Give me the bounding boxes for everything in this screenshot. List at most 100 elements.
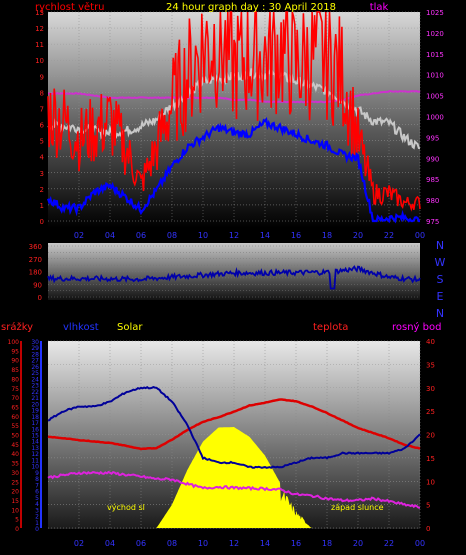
dew-point-line bbox=[47, 470, 421, 509]
precip-tick-label: 30 bbox=[11, 470, 19, 477]
left-tick-label: 10 bbox=[35, 57, 44, 65]
precip-tick-label: 5 bbox=[15, 517, 19, 524]
temperature-tick-label: 0 bbox=[426, 525, 430, 533]
humidity-tick-label: 16 bbox=[31, 426, 39, 433]
precip-label: srážky bbox=[1, 321, 33, 333]
x-tick-label: 12 bbox=[229, 539, 239, 548]
precip-tick-label: 20 bbox=[11, 489, 19, 496]
right-tick-label: 980 bbox=[426, 197, 439, 205]
direction-tick-label: 270 bbox=[29, 256, 42, 264]
x-tick-label: 00 bbox=[415, 539, 425, 548]
left-tick-label: 2 bbox=[40, 186, 44, 194]
humidity-tick-label: 29 bbox=[31, 345, 39, 352]
humidity-tick-label: 27 bbox=[31, 358, 39, 365]
precip-tick-label: 100 bbox=[8, 339, 20, 346]
temperature-tick-label: 30 bbox=[426, 385, 435, 393]
x-tick-label: 16 bbox=[291, 231, 301, 240]
right-tick-label: 995 bbox=[426, 134, 439, 142]
x-tick-label: 16 bbox=[291, 539, 301, 548]
humidity-tick-label: 20 bbox=[31, 401, 39, 408]
left-tick-label: 9 bbox=[40, 73, 44, 81]
humidity-tick-label: 23 bbox=[31, 383, 39, 390]
direction-tick-label: 180 bbox=[29, 269, 42, 277]
precip-tick-label: 90 bbox=[11, 358, 19, 365]
humidity-tick-label: 13 bbox=[31, 445, 39, 452]
x-tick-label: 06 bbox=[136, 539, 146, 548]
temperature-tick-label: 15 bbox=[426, 455, 435, 463]
right-tick-label: 1015 bbox=[426, 51, 444, 59]
precip-tick-label: 80 bbox=[11, 376, 19, 383]
precip-tick-label: 35 bbox=[11, 461, 19, 468]
precip-tick-label: 10 bbox=[11, 507, 19, 514]
precip-tick-label: 55 bbox=[11, 423, 19, 430]
x-tick-label: 20 bbox=[353, 539, 363, 548]
humidity-tick-label: 19 bbox=[31, 408, 39, 415]
x-tick-label: 04 bbox=[105, 539, 115, 548]
direction-tick-label: 360 bbox=[29, 243, 42, 251]
direction-label-s: S bbox=[437, 273, 444, 286]
right-tick-label: 1000 bbox=[426, 114, 444, 122]
wind-direction-line bbox=[47, 265, 421, 290]
axes-ticks: 0123456789101112139759809859909951000100… bbox=[8, 9, 444, 548]
temperature-tick-label: 10 bbox=[426, 478, 435, 486]
bottom-panel-series bbox=[47, 386, 421, 528]
temperature-label: teplota bbox=[313, 322, 348, 333]
left-tick-label: 1 bbox=[40, 202, 44, 210]
sunset-label: západ slunce bbox=[331, 503, 384, 512]
humidity-tick-label: 2 bbox=[35, 514, 39, 521]
precip-tick-label: 45 bbox=[11, 442, 19, 449]
precip-tick-label: 95 bbox=[11, 348, 19, 355]
left-tick-label: 0 bbox=[40, 218, 44, 226]
temperature-tick-label: 5 bbox=[426, 502, 430, 510]
humidity-tick-label: 12 bbox=[31, 451, 39, 458]
precip-tick-label: 40 bbox=[11, 451, 19, 458]
solar-area bbox=[147, 427, 321, 528]
x-tick-label: 02 bbox=[74, 539, 84, 548]
temperature-tick-label: 40 bbox=[426, 338, 435, 346]
x-tick-label: 20 bbox=[353, 231, 363, 240]
humidity-tick-label: 5 bbox=[35, 495, 39, 502]
direction-label-n: N bbox=[436, 239, 444, 252]
left-tick-label: 7 bbox=[40, 105, 44, 113]
precip-tick-label: 0 bbox=[15, 526, 19, 533]
humidity-tick-label: 1 bbox=[35, 520, 39, 527]
humidity-tick-label: 10 bbox=[31, 464, 39, 471]
humidity-tick-label: 14 bbox=[31, 439, 39, 446]
x-tick-label: 22 bbox=[384, 231, 394, 240]
precip-tick-label: 50 bbox=[11, 433, 19, 440]
dew-point-label: rosný bod bbox=[392, 321, 441, 333]
precip-tick-label: 85 bbox=[11, 367, 19, 374]
precip-tick-label: 70 bbox=[11, 395, 19, 402]
humidity-tick-label: 4 bbox=[35, 501, 39, 508]
temperature-tick-label: 25 bbox=[426, 408, 435, 416]
right-tick-label: 1020 bbox=[426, 30, 444, 38]
humidity-tick-label: 26 bbox=[31, 364, 39, 371]
x-tick-label: 12 bbox=[229, 231, 239, 240]
humidity-tick-label: 6 bbox=[35, 489, 39, 496]
humidity-tick-label: 0 bbox=[35, 526, 39, 533]
middle-panel-grid bbox=[48, 245, 420, 298]
left-tick-label: 11 bbox=[35, 41, 44, 49]
humidity-tick-label: 25 bbox=[31, 370, 39, 377]
wind-gust-line bbox=[47, 11, 421, 212]
humidity-tick-label: 11 bbox=[31, 457, 39, 464]
left-tick-label: 6 bbox=[40, 122, 45, 130]
humidity-tick-label: 7 bbox=[35, 482, 39, 489]
left-tick-label: 8 bbox=[40, 89, 44, 97]
right-tick-label: 1025 bbox=[426, 9, 444, 17]
direction-tick-label: 90 bbox=[33, 281, 42, 289]
temperature-tick-label: 35 bbox=[426, 361, 435, 369]
middle-panel-series bbox=[47, 265, 421, 290]
chart-title: 24 hour graph day : 30 April 2018 bbox=[166, 2, 336, 13]
humidity-tick-label: 30 bbox=[31, 339, 39, 346]
x-tick-label: 22 bbox=[384, 539, 394, 548]
humidity-tick-label: 8 bbox=[35, 476, 39, 483]
precip-tick-label: 15 bbox=[11, 498, 19, 505]
humidity-tick-label: 9 bbox=[35, 470, 39, 477]
pressure-label: tlak bbox=[370, 2, 389, 13]
x-tick-label: 14 bbox=[260, 539, 270, 548]
humidity-line bbox=[47, 386, 421, 469]
x-tick-label: 18 bbox=[322, 539, 332, 548]
humidity-tick-label: 15 bbox=[31, 433, 39, 440]
x-tick-label: 18 bbox=[322, 231, 332, 240]
